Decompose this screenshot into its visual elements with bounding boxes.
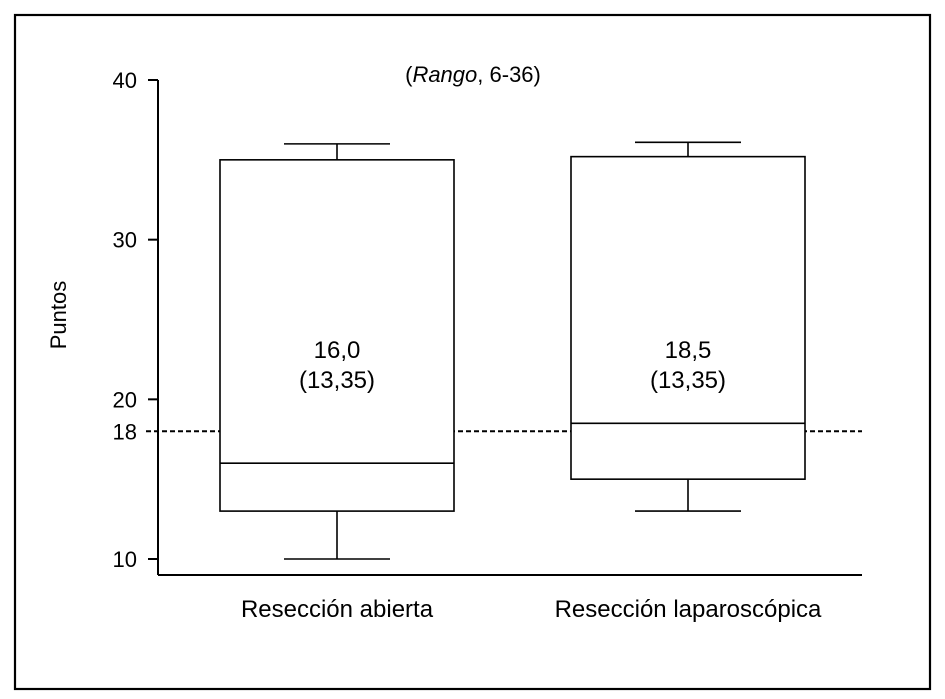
annotation-open: ( xyxy=(405,62,413,87)
y-tick-label: 20 xyxy=(113,387,137,412)
range-value-label: (13,35) xyxy=(299,367,375,394)
annotation-italic: Rango xyxy=(412,62,477,87)
box-2: 18,5 (13,35) xyxy=(570,141,806,512)
boxes-group: 16,0 (13,35) 18,5 (13,35) xyxy=(219,141,806,560)
x-category-label: Resección laparoscópica xyxy=(555,596,822,623)
annotation-close: ) xyxy=(534,62,541,87)
box-body xyxy=(570,155,806,480)
reference-line-label: 18 xyxy=(113,419,137,444)
range-value-label: (13,35) xyxy=(650,367,726,394)
median-value-label: 16,0 xyxy=(314,337,361,364)
y-tick-label: 40 xyxy=(113,68,137,93)
box-body xyxy=(219,159,455,512)
median-value-label: 18,5 xyxy=(665,337,712,364)
y-axis-label: Puntos xyxy=(46,281,71,350)
box-1: 16,0 (13,35) xyxy=(219,143,455,560)
annotation-rest: , 6-36 xyxy=(477,62,533,87)
y-tick-label: 30 xyxy=(113,228,137,253)
y-tick-label: 10 xyxy=(113,547,137,572)
x-category-label: Resección abierta xyxy=(241,596,434,623)
range-annotation: (Rango, 6-36) xyxy=(405,62,541,87)
x-labels-group: Resección abierta Resección laparoscópica xyxy=(241,596,822,623)
